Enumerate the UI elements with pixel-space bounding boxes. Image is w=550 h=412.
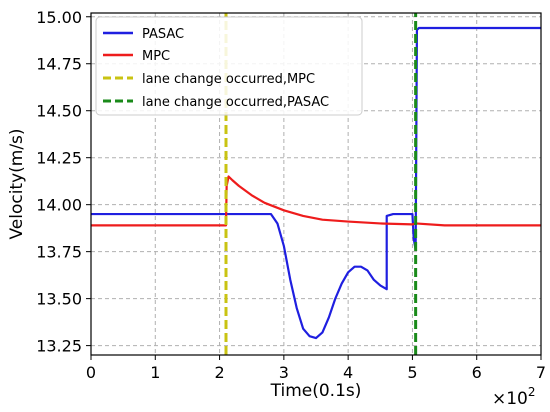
series-line-pasac bbox=[91, 26, 541, 340]
y-tick-label: 14.25 bbox=[36, 149, 82, 168]
y-tick-label: 13.25 bbox=[36, 337, 82, 356]
legend-label-mpc: MPC bbox=[142, 49, 170, 64]
series-layer bbox=[91, 13, 541, 355]
x-tick-label: 1 bbox=[150, 363, 160, 382]
legend-label-lane-change-mpc: lane change occurred,MPC bbox=[142, 72, 315, 87]
y-tick-label: 13.75 bbox=[36, 243, 82, 262]
legend: PASAC MPC lane change occurred,MPC lane … bbox=[95, 16, 363, 116]
x-multiplier-exponent: 2 bbox=[528, 385, 536, 399]
x-tick-label: 4 bbox=[343, 363, 353, 382]
y-tick-label: 14.00 bbox=[36, 196, 82, 215]
y-tick-label: 15.00 bbox=[36, 8, 82, 27]
x-multiplier-base: ×10 bbox=[492, 389, 528, 409]
x-multiplier-label: ×102 bbox=[492, 385, 536, 409]
x-tick-label: 2 bbox=[214, 363, 224, 382]
legend-label-pasac: PASAC bbox=[142, 27, 184, 42]
ticks bbox=[86, 16, 542, 360]
x-axis-label: Time(0.1s) bbox=[270, 381, 362, 401]
x-tick-label: 6 bbox=[472, 363, 482, 382]
y-axis-label: Velocity(m/s) bbox=[7, 128, 27, 239]
x-tick-label: 7 bbox=[536, 363, 546, 382]
x-tick-label: 0 bbox=[86, 363, 96, 382]
y-tick-label: 14.75 bbox=[36, 55, 82, 74]
y-tick-label: 14.50 bbox=[36, 102, 82, 121]
legend-label-lane-change-pasac: lane change occurred,PASAC bbox=[142, 95, 329, 110]
x-tick-label: 5 bbox=[407, 363, 417, 382]
x-tick-label: 3 bbox=[279, 363, 289, 382]
tick-labels: 0 1 2 3 4 5 6 7 13.25 13.50 13.75 14.00 14.25 14.50 14… bbox=[36, 8, 546, 382]
plot-frame bbox=[90, 12, 542, 356]
legend-box bbox=[95, 16, 363, 116]
y-tick-label: 13.50 bbox=[36, 290, 82, 309]
